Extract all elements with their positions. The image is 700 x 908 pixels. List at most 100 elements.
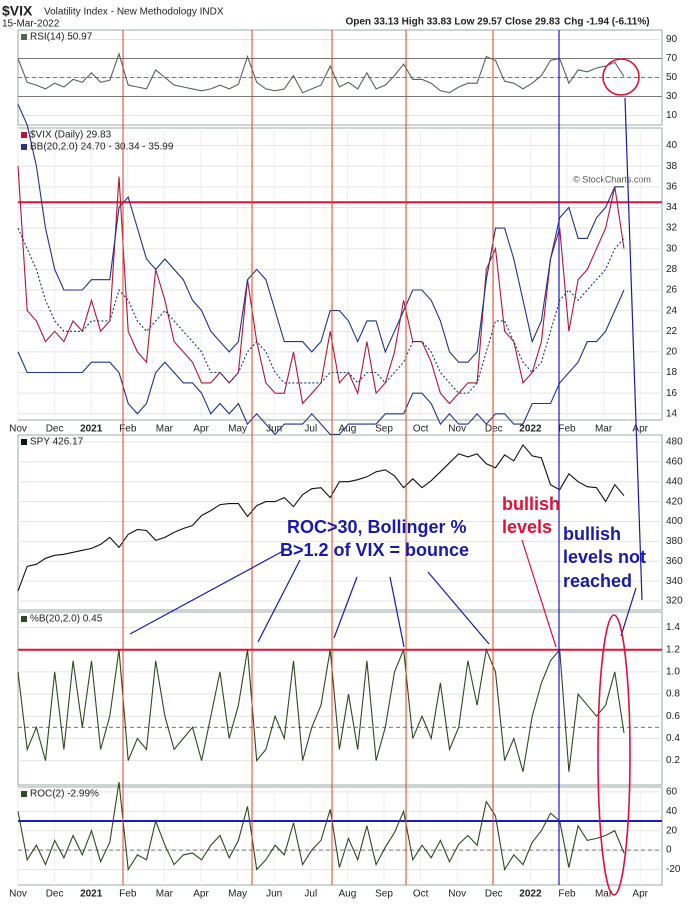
y-tick-label: 1.4 <box>666 622 680 633</box>
x-tick-label: Nov <box>9 889 27 900</box>
x-tick-label: Jun <box>266 424 282 435</box>
x-tick-label: Dec <box>485 889 503 900</box>
y-tick-label: 70 <box>666 53 678 64</box>
pctb-panel <box>17 611 663 786</box>
legend-label: $VIX (Daily) 29.83 <box>30 130 112 141</box>
legend-swatch <box>21 144 27 150</box>
y-tick-label: 0.4 <box>666 733 680 744</box>
y-tick-label: 16 <box>666 388 678 399</box>
y-tick-label: 20 <box>666 825 678 836</box>
arrow <box>624 97 643 601</box>
y-tick-label: 20 <box>666 347 678 358</box>
x-tick-label: Feb <box>558 889 576 900</box>
x-tick-label: Feb <box>558 424 576 435</box>
annotation: bullish <box>563 524 621 544</box>
y-tick-label: 460 <box>666 456 683 467</box>
series-line <box>17 443 625 592</box>
roc-panel <box>17 786 663 886</box>
x-tick-label: May <box>228 424 247 435</box>
x-tick-label: Apr <box>632 424 648 435</box>
legend-label: BB(20,2.0) 24.70 - 30.34 - 35.99 <box>30 142 174 153</box>
y-tick-label: 0.6 <box>666 711 680 722</box>
y-tick-label: 38 <box>666 161 678 172</box>
x-tick-label: Dec <box>46 889 64 900</box>
legend-label: RSI(14) 50.97 <box>30 32 93 43</box>
x-tick-label: Feb <box>119 424 137 435</box>
legend-swatch <box>21 34 27 40</box>
x-tick-label: Feb <box>119 889 137 900</box>
x-tick-label: 2022 <box>519 424 542 435</box>
x-tick-label: 2022 <box>519 889 542 900</box>
panels <box>17 29 663 886</box>
y-tick-label: 28 <box>666 264 678 275</box>
y-tick-label: 440 <box>666 476 683 487</box>
y-tick-label: 60 <box>666 786 678 797</box>
arrow <box>129 549 286 635</box>
x-tick-label: Nov <box>448 424 466 435</box>
annotation: B>1.2 of VIX = bounce <box>280 540 469 560</box>
x-tick-label: Mar <box>156 889 174 900</box>
arrow <box>333 576 358 639</box>
index-name: Volatility Index - New Methodology INDX <box>44 7 224 18</box>
y-tick-label: 14 <box>666 408 678 419</box>
y-tick-label: 420 <box>666 496 683 507</box>
arrow <box>620 587 637 637</box>
annotation: levels <box>502 517 552 537</box>
annotation: reached <box>563 571 632 591</box>
arrow <box>389 576 405 648</box>
y-tick-label: 24 <box>666 305 678 316</box>
x-tick-label: 2021 <box>80 889 103 900</box>
arrow <box>521 539 557 648</box>
y-tick-label: -20 <box>666 864 681 875</box>
x-tick-label: Mar <box>156 424 174 435</box>
x-tick-label: Apr <box>632 889 648 900</box>
y-tick-label: 18 <box>666 367 678 378</box>
x-tick-label: Nov <box>448 889 466 900</box>
y-tick-label: 40 <box>666 140 678 151</box>
arrows <box>129 97 643 648</box>
x-tick-label: Jul <box>304 424 317 435</box>
highlight-ellipse <box>597 614 631 896</box>
x-tick-label: Jun <box>266 889 282 900</box>
highlight-circle <box>602 58 640 96</box>
series-line <box>17 51 625 94</box>
legend-swatch <box>21 439 27 445</box>
y-tick-label: 22 <box>666 326 678 337</box>
arrow <box>257 559 301 643</box>
series-line <box>17 227 625 394</box>
legend-swatch <box>21 616 27 622</box>
change: Chg -1.94 (-6.11%) <box>564 17 650 28</box>
x-tick-label: Nov <box>9 424 27 435</box>
y-tick-label: 0.8 <box>666 689 680 700</box>
ohlc: Open 33.13 High 33.83 Low 29.57 Close 29… <box>345 17 560 28</box>
x-tick-label: Dec <box>46 424 64 435</box>
x-tick-label: Jul <box>304 889 317 900</box>
annotation: ROC>30, Bollinger % <box>287 517 467 537</box>
y-tick-label: 480 <box>666 437 683 448</box>
series-line <box>17 289 625 436</box>
legend-label: %B(20,2.0) 0.45 <box>30 614 103 625</box>
y-tick-label: 320 <box>666 596 683 607</box>
x-tick-label: Oct <box>413 889 429 900</box>
y-tick-label: 90 <box>666 34 678 45</box>
y-tick-label: 50 <box>666 72 678 83</box>
legend-label: SPY 426.17 <box>30 437 84 448</box>
y-tick-label: 0 <box>666 845 672 856</box>
x-tick-label: Mar <box>595 424 613 435</box>
x-tick-label: Mar <box>595 889 613 900</box>
x-tick-label: 2021 <box>80 424 103 435</box>
x-tick-label: Sep <box>375 889 393 900</box>
series-line <box>17 782 625 872</box>
x-tick-label: Apr <box>193 424 209 435</box>
date: 15-Mar-2022 <box>2 19 60 30</box>
y-tick-label: 340 <box>666 576 683 587</box>
y-tick-label: 32 <box>666 223 678 234</box>
x-tick-label: Sep <box>375 424 393 435</box>
x-tick-label: Aug <box>339 424 357 435</box>
y-tick-label: 0.2 <box>666 755 680 766</box>
y-tick-label: 34 <box>666 202 678 213</box>
legend-swatch <box>21 132 27 138</box>
y-tick-label: 40 <box>666 806 678 817</box>
